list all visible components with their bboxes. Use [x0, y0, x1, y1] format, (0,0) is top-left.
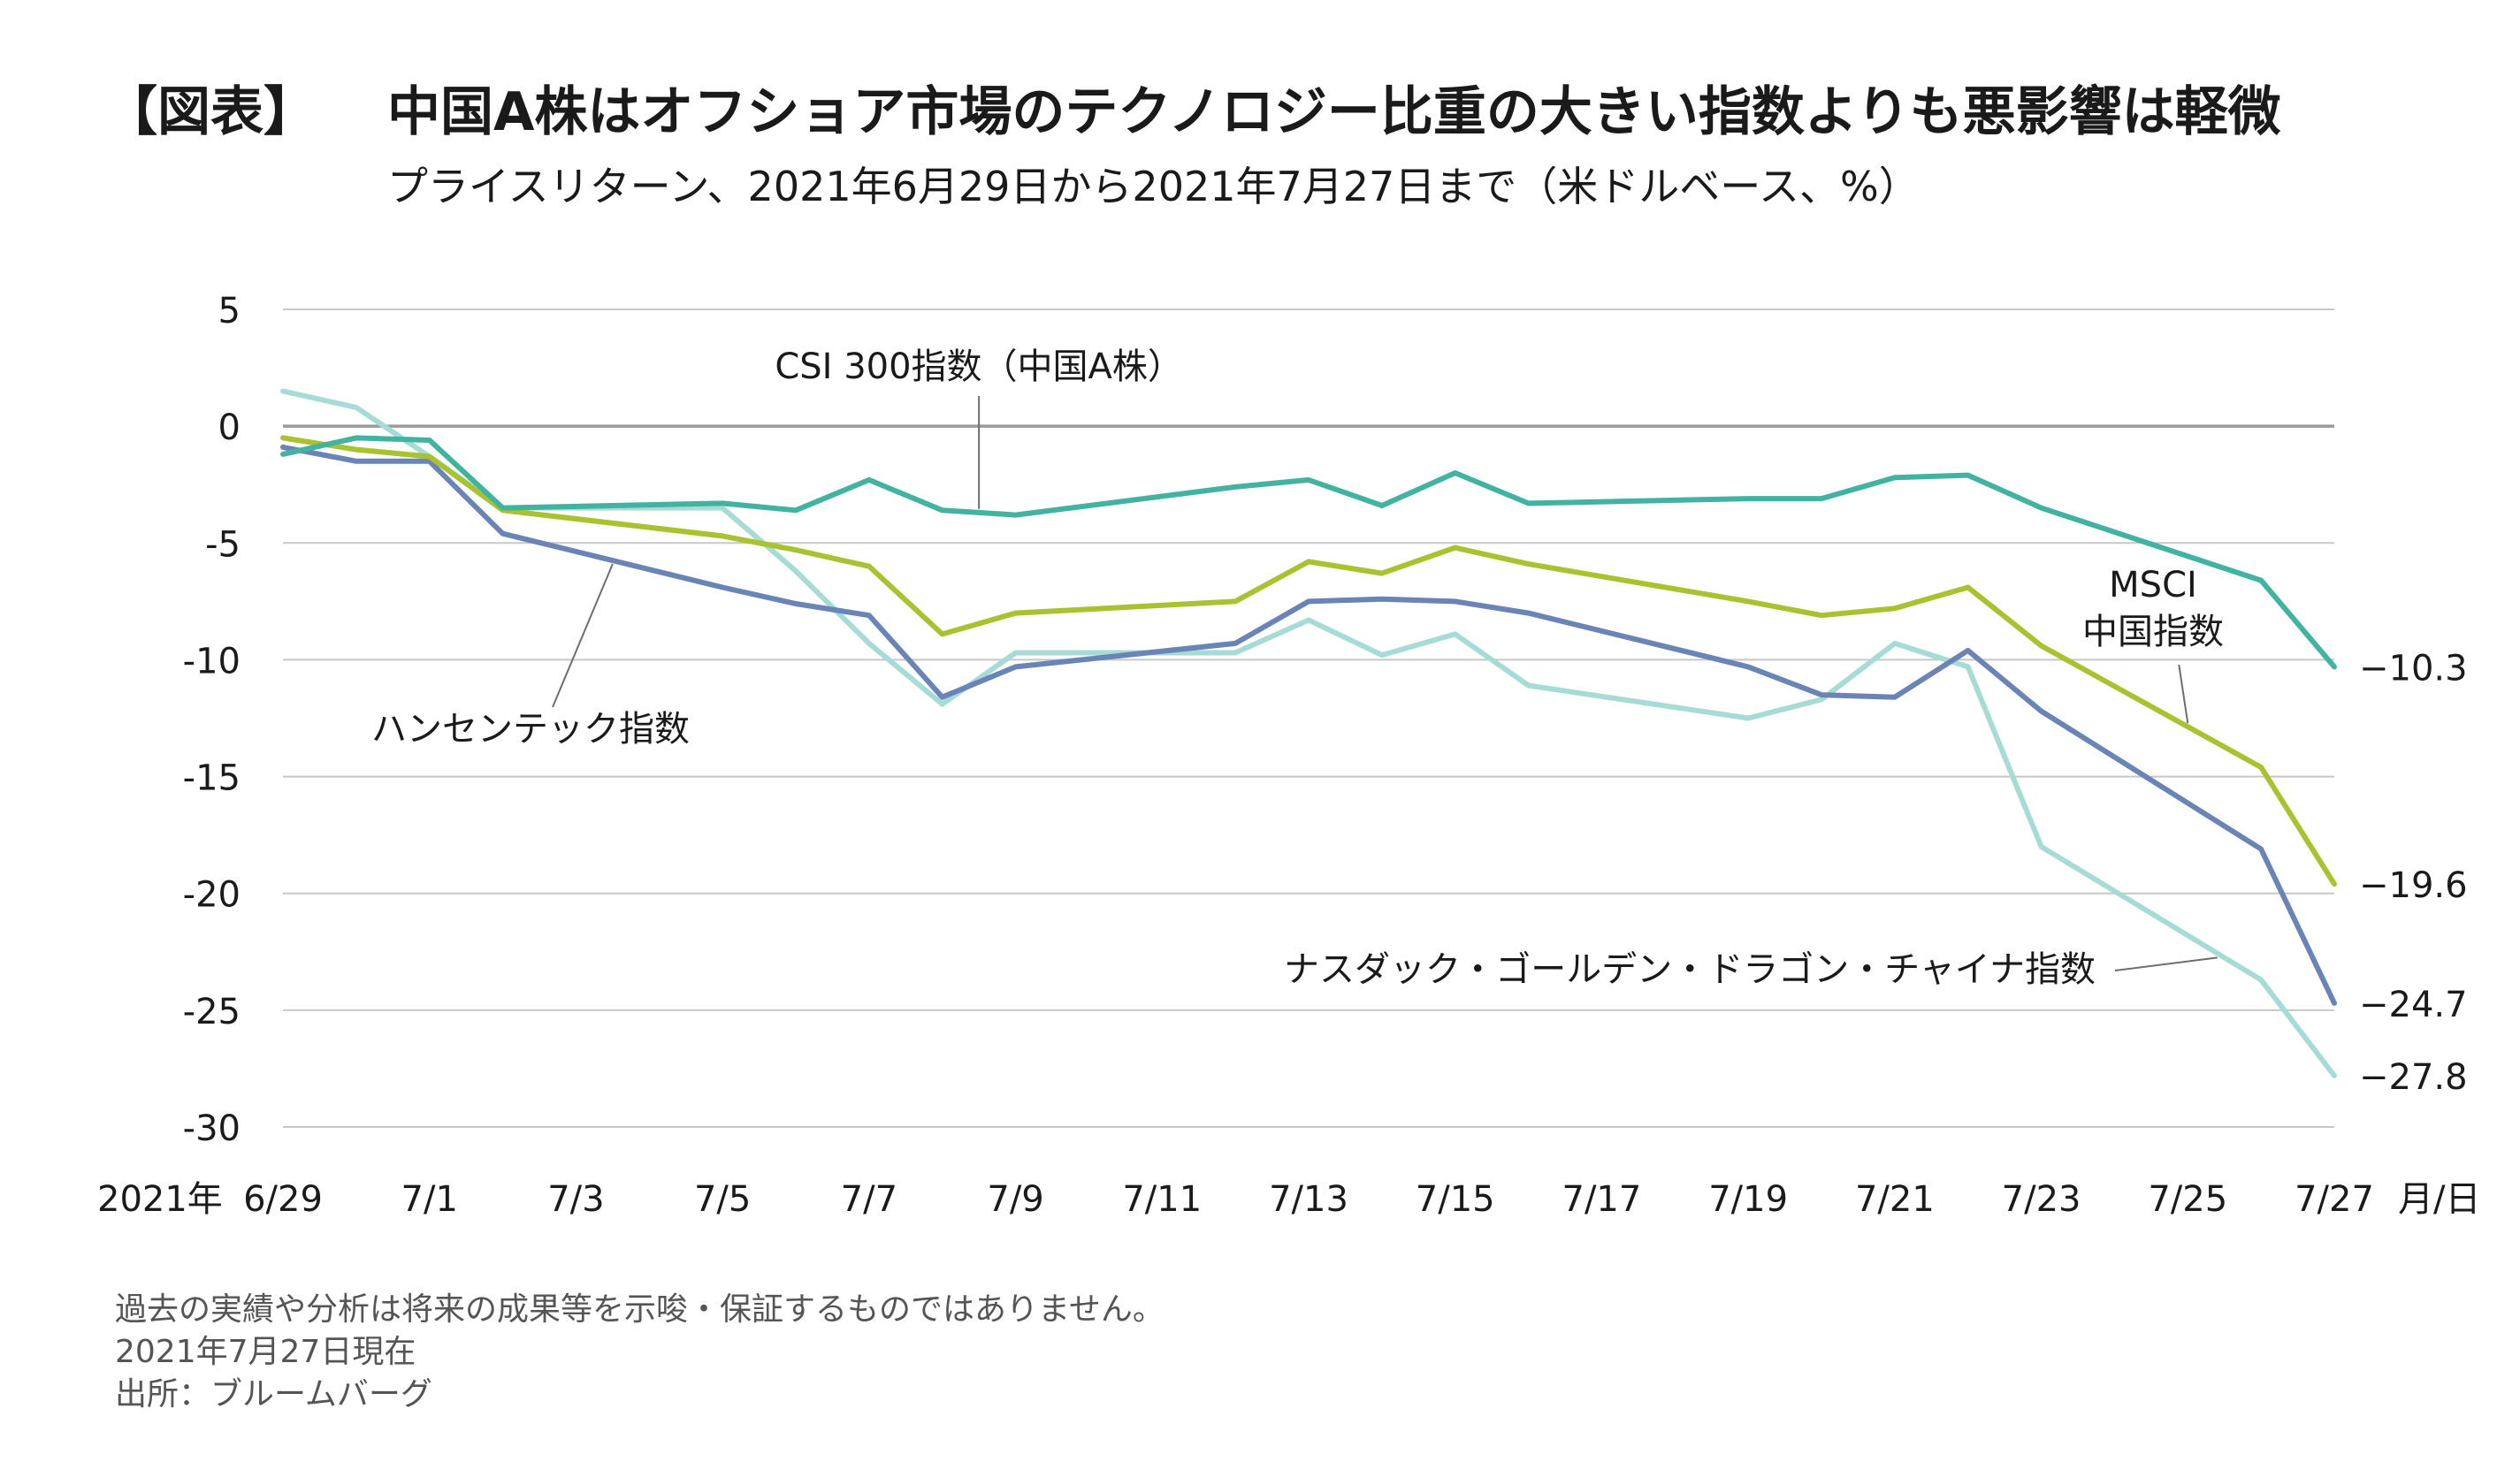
- series-end-label: −24.7: [2359, 985, 2468, 1025]
- chart-subtitle: プライスリターン、2021年6月29日から2021年7月27日まで（米ドルベース…: [387, 163, 1920, 210]
- as-of-footnote: 2021年7月27日現在: [115, 1334, 416, 1370]
- disclaimer-footnote: 過去の実績や分析は将来の成果等を示唆・保証するものではありません。: [115, 1291, 1165, 1328]
- x-tick-label: 7/25: [2148, 1179, 2227, 1220]
- series-label: ハンセンテック指数: [371, 709, 690, 750]
- x-tick-label: 7/9: [987, 1179, 1043, 1220]
- series-end-label: −19.6: [2359, 865, 2468, 906]
- y-tick-label: -30: [183, 1108, 241, 1149]
- x-tick-label: 7/15: [1416, 1179, 1495, 1220]
- x-tick-label: 7/11: [1122, 1179, 1202, 1220]
- source-footnote: 出所：ブルームバーグ: [115, 1376, 432, 1413]
- x-tick-label: 7/23: [2002, 1179, 2081, 1220]
- y-tick-label: -10: [183, 641, 241, 682]
- x-tick-label: 7/3: [547, 1179, 604, 1220]
- x-tick-label: 7/13: [1269, 1179, 1348, 1220]
- x-tick-label: 7/17: [1562, 1179, 1642, 1220]
- series-label-line1: MSCI: [2109, 565, 2197, 605]
- series-label: ナスダック・ゴールデン・ドラゴン・チャイナ指数: [1284, 949, 2096, 990]
- leader-line: [552, 563, 614, 708]
- series-line: [280, 444, 2337, 1006]
- series-label: CSI 300指数（中国A株）: [775, 346, 1183, 387]
- series-label-line2: 中国指数: [2082, 612, 2224, 652]
- x-year-label: 2021年: [97, 1179, 223, 1220]
- title-text: 中国A株はオフショア市場のテクノロジー比重の大きい指数よりも悪影響は軽微: [387, 81, 2281, 143]
- y-tick-label: 5: [218, 291, 241, 331]
- y-tick-label: -20: [183, 875, 241, 916]
- x-tick-label: 7/19: [1708, 1179, 1788, 1220]
- series-end-label: −10.3: [2359, 648, 2468, 689]
- series-end-label: −27.8: [2359, 1057, 2468, 1098]
- x-axis-title: 月/日: [2398, 1179, 2480, 1220]
- leader-line: [2178, 664, 2189, 724]
- y-tick-label: -15: [183, 758, 241, 799]
- y-tick-label: -25: [183, 992, 241, 1032]
- x-tick-label: 7/7: [841, 1179, 897, 1220]
- series-line: [280, 435, 2337, 670]
- y-tick-label: 0: [218, 407, 241, 448]
- x-tick-label: 6/29: [243, 1179, 323, 1220]
- series-line: [280, 435, 2337, 887]
- x-tick-label: 7/21: [1855, 1179, 1935, 1220]
- x-tick-label: 7/5: [694, 1179, 751, 1220]
- x-tick-label: 7/27: [2295, 1179, 2374, 1220]
- figure-tag: 【図表】: [104, 81, 317, 143]
- x-tick-label: 7/1: [401, 1179, 458, 1220]
- chart-title: 【図表】 中国A株はオフショア市場のテクノロジー比重の大きい指数よりも悪影響は軽微: [104, 69, 2281, 146]
- leader-line: [2114, 956, 2218, 971]
- y-tick-label: -5: [205, 524, 241, 565]
